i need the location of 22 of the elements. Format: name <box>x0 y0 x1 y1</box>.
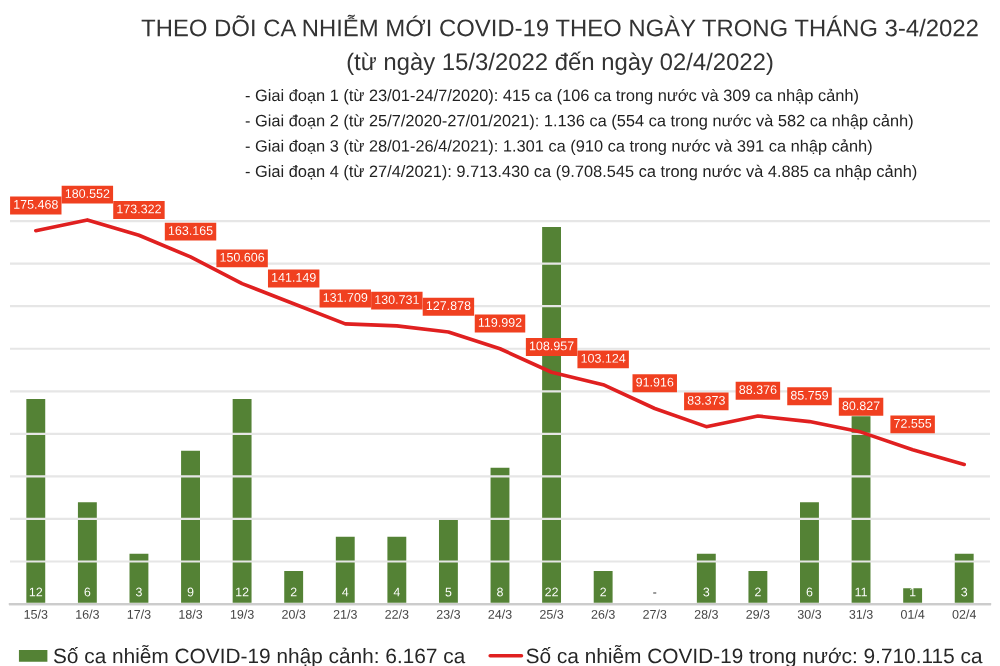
chart-subtitle: (từ ngày 15/3/2022 đến ngày 02/4/2022) <box>347 51 773 75</box>
bar <box>745 568 771 605</box>
bar <box>333 533 358 605</box>
bar <box>797 499 822 605</box>
bar <box>951 551 977 605</box>
bar <box>487 465 513 605</box>
chart-title: THEO DÕI CA NHIỄM MỚI COVID-19 THEO NGÀY TRONG THÁNG 3-4/2022 <box>141 14 978 37</box>
bar <box>384 533 410 605</box>
bar <box>178 447 203 605</box>
bar <box>281 568 306 605</box>
bar <box>590 568 616 605</box>
text: - Giai đoạn 1 (từ 23/01-24/7/2020): 415 ca (106 ca trong nước và 309 ca nhập cảnh) <box>245 88 858 105</box>
bar <box>694 551 719 605</box>
bar <box>229 396 255 605</box>
bar <box>126 551 152 605</box>
text: - Giai đoạn 4 (từ 27/4/2021): 9.713.430 ca (9.708.545 ca trong nước và 4.885 ca nhập cảnh) <box>245 164 917 181</box>
bar <box>75 499 100 605</box>
text: - Giai đoạn 3 (từ 28/01-26/4/2021): 1.301 ca (910 ca trong nước và 391 ca nhập cảnh) <box>245 139 872 155</box>
bar <box>23 396 49 605</box>
text: - Giai đoạn 2 (từ 25/7/2020-27/01/2021): 1.136 ca (554 ca trong nước và 582 ca nhập cảnh) <box>245 114 913 130</box>
bar <box>900 585 925 605</box>
bar <box>436 516 461 605</box>
